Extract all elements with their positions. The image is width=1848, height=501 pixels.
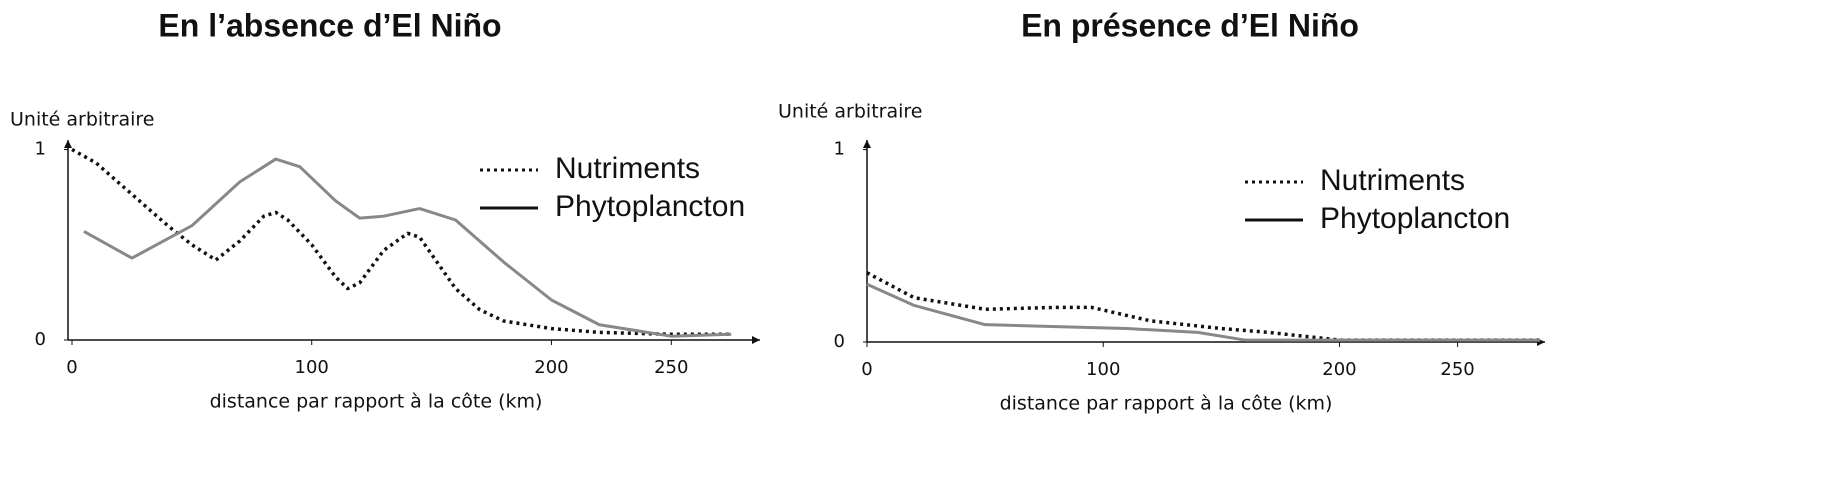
y-axis-label: Unité arbitraire: [778, 101, 922, 123]
x-tick-label: 200: [534, 357, 568, 378]
legend-label: Phytoplancton: [1320, 202, 1510, 235]
x-tick-label: 100: [295, 357, 329, 378]
x-tick-label: 100: [1086, 359, 1120, 380]
x-tick-label: 0: [66, 357, 77, 378]
x-axis-label: distance par rapport à la côte (km): [210, 391, 543, 413]
y-tick-label: 0: [35, 329, 46, 350]
data-line: [866, 282, 1541, 342]
x-tick-label: 250: [654, 357, 688, 378]
y-tick-label: 1: [834, 139, 845, 160]
y-axis-label: Unité arbitraire: [10, 109, 154, 131]
x-tick-label: 0: [861, 359, 872, 380]
data-line: [71, 147, 732, 337]
x-tick-label: 200: [1322, 359, 1356, 380]
chart-title: En l’absence d’El Niño: [158, 7, 501, 43]
y-tick-label: 0: [834, 331, 845, 352]
x-arrow: [752, 336, 760, 344]
legend-label: Nutriments: [1320, 164, 1465, 197]
data-line: [83, 157, 732, 338]
y-tick-label: 1: [35, 139, 46, 160]
x-tick-label: 250: [1440, 359, 1474, 380]
legend-label: Phytoplancton: [555, 190, 745, 223]
chart-title: En présence d’El Niño: [1021, 7, 1359, 43]
x-axis-label: distance par rapport à la côte (km): [1000, 393, 1333, 415]
legend-label: Nutriments: [555, 152, 700, 185]
y-arrow: [863, 140, 871, 148]
y-arrow: [64, 140, 72, 148]
data-line: [866, 271, 1541, 342]
